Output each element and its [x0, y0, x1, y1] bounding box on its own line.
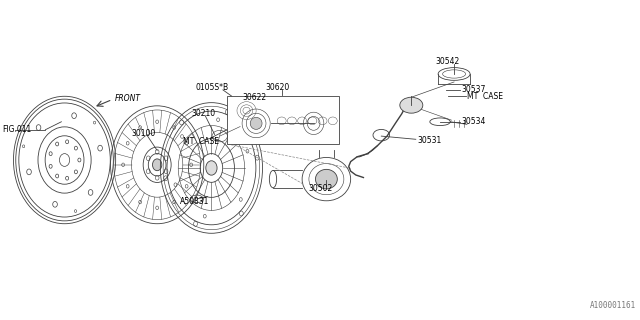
Text: MT  CASE: MT CASE: [182, 137, 219, 146]
Bar: [227, 96, 339, 144]
Ellipse shape: [206, 161, 217, 175]
Text: A50831: A50831: [179, 197, 209, 206]
Text: 30210: 30210: [191, 109, 215, 118]
Text: 30620: 30620: [266, 83, 290, 92]
Text: 30542: 30542: [435, 57, 460, 66]
Text: MT  CASE: MT CASE: [467, 92, 503, 101]
Text: 0105S*B: 0105S*B: [195, 83, 228, 92]
Text: 30531: 30531: [417, 136, 442, 145]
Ellipse shape: [152, 159, 162, 171]
Text: FRONT: FRONT: [115, 94, 140, 103]
Ellipse shape: [316, 169, 337, 189]
Text: FIG.011: FIG.011: [3, 125, 32, 134]
Text: A100001161: A100001161: [590, 301, 636, 310]
Ellipse shape: [400, 97, 423, 113]
Text: 30502: 30502: [308, 184, 333, 193]
Text: 30622: 30622: [242, 93, 266, 102]
Ellipse shape: [250, 117, 262, 129]
Text: 30100: 30100: [132, 129, 156, 138]
Text: 30534: 30534: [462, 117, 486, 126]
Text: 30537: 30537: [462, 85, 486, 94]
